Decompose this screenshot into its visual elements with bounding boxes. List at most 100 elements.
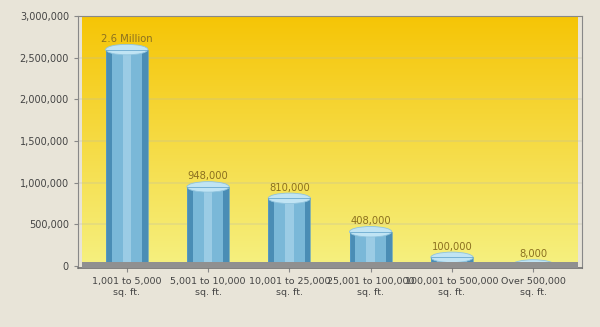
Bar — [82, 53, 578, 54]
Bar — [82, 194, 578, 195]
Bar — [82, 113, 578, 114]
Bar — [82, 255, 578, 256]
Bar — [82, 116, 578, 117]
Bar — [82, 186, 578, 187]
Bar — [82, 260, 578, 261]
Bar — [82, 122, 578, 123]
Bar — [82, 21, 578, 22]
Bar — [82, 101, 578, 102]
Bar — [82, 193, 578, 194]
Bar — [82, 59, 578, 60]
Bar — [82, 228, 578, 229]
Bar — [82, 232, 578, 233]
Bar — [82, 99, 578, 100]
Bar — [82, 160, 578, 161]
Bar — [82, 211, 578, 212]
Bar — [82, 24, 578, 25]
Bar — [82, 207, 578, 208]
Bar — [82, 137, 578, 138]
Bar — [82, 48, 578, 49]
Bar — [82, 227, 578, 228]
Bar — [82, 77, 578, 78]
Bar — [82, 33, 578, 34]
Bar — [82, 102, 578, 103]
Bar — [82, 206, 578, 207]
Polygon shape — [142, 50, 148, 266]
Polygon shape — [122, 50, 131, 266]
Bar — [82, 240, 578, 241]
Bar — [82, 82, 578, 83]
Bar — [82, 217, 578, 218]
Bar — [82, 71, 578, 72]
Bar — [82, 181, 578, 182]
Bar — [82, 262, 578, 269]
Bar — [82, 263, 578, 264]
Bar — [82, 93, 578, 94]
Bar — [82, 75, 578, 76]
Bar — [82, 159, 578, 160]
Bar — [82, 120, 578, 121]
Bar — [82, 25, 578, 26]
Bar — [82, 44, 578, 45]
Bar — [82, 157, 578, 158]
Bar — [82, 166, 578, 167]
Bar — [82, 168, 578, 169]
Bar — [82, 17, 578, 18]
Bar — [82, 74, 578, 75]
Ellipse shape — [431, 263, 473, 268]
Bar — [82, 214, 578, 215]
Bar — [82, 252, 578, 253]
Bar — [82, 135, 578, 136]
Bar — [82, 261, 578, 262]
Bar — [82, 183, 578, 184]
Bar — [82, 105, 578, 106]
Polygon shape — [431, 257, 437, 266]
Bar — [82, 115, 578, 116]
Bar — [82, 118, 578, 119]
Bar — [82, 62, 578, 63]
Bar — [82, 119, 578, 120]
Ellipse shape — [350, 227, 392, 237]
Bar — [82, 32, 578, 33]
Bar — [82, 111, 578, 112]
Polygon shape — [193, 187, 223, 266]
Bar — [82, 239, 578, 240]
Bar — [82, 205, 578, 206]
Polygon shape — [274, 198, 305, 266]
Bar — [82, 46, 578, 47]
Bar — [82, 189, 578, 190]
Bar — [82, 198, 578, 199]
Bar — [82, 26, 578, 27]
Bar — [82, 226, 578, 227]
Bar — [82, 132, 578, 133]
Bar — [82, 182, 578, 183]
Bar — [82, 83, 578, 84]
Bar — [82, 164, 578, 165]
Text: 2.6 Million: 2.6 Million — [101, 34, 152, 44]
Bar — [82, 103, 578, 104]
Text: 8,000: 8,000 — [519, 250, 547, 260]
Bar — [82, 20, 578, 21]
Text: 408,000: 408,000 — [350, 216, 391, 226]
Bar — [82, 155, 578, 156]
Bar — [82, 256, 578, 257]
Bar — [82, 151, 578, 152]
Bar — [82, 153, 578, 154]
Bar — [82, 90, 578, 91]
Polygon shape — [386, 232, 392, 266]
Bar — [82, 190, 578, 191]
Bar — [82, 22, 578, 23]
Bar — [82, 259, 578, 260]
Bar — [82, 247, 578, 248]
Bar — [82, 130, 578, 131]
Bar — [82, 133, 578, 134]
Bar — [82, 175, 578, 176]
Bar — [82, 63, 578, 64]
Bar — [82, 202, 578, 203]
Bar — [82, 50, 578, 51]
Bar — [82, 16, 578, 17]
Bar — [82, 64, 578, 65]
Bar — [82, 128, 578, 129]
Bar — [82, 85, 578, 86]
Ellipse shape — [431, 252, 473, 263]
